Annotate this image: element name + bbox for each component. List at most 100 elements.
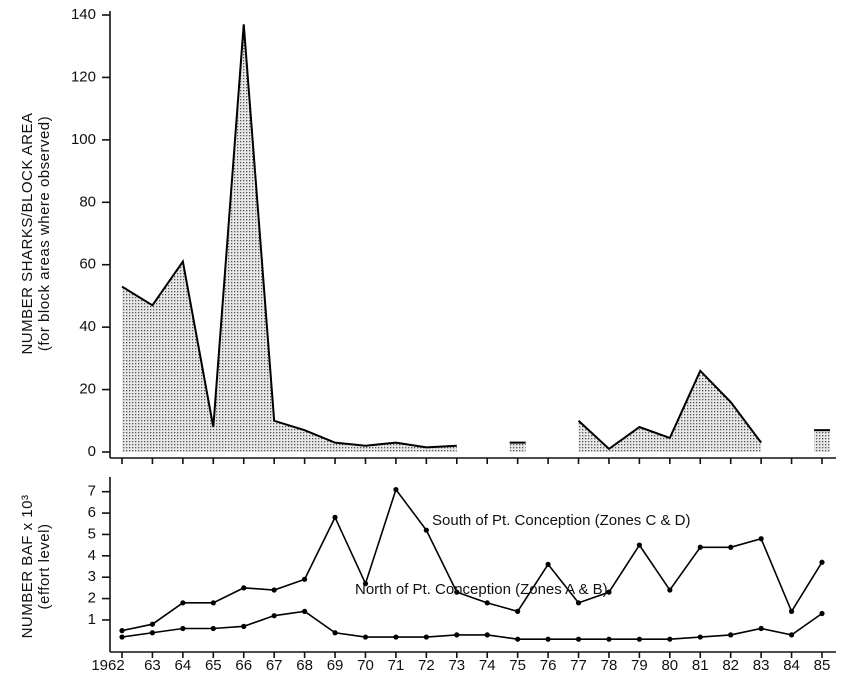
marker <box>515 636 521 642</box>
marker <box>302 576 308 582</box>
y-axis-label: (effort level) <box>36 524 53 610</box>
y-tick-label: 80 <box>79 193 96 210</box>
x-tick-label: 63 <box>144 657 161 674</box>
marker <box>515 608 521 614</box>
marker <box>180 600 186 606</box>
marker <box>423 527 429 533</box>
marker <box>697 544 703 550</box>
x-tick-label: 74 <box>479 657 496 674</box>
marker <box>149 630 156 636</box>
line <box>121 24 457 449</box>
x-tick-label: 83 <box>753 657 770 674</box>
marker <box>545 561 551 567</box>
x-tick-label: 64 <box>175 657 192 674</box>
marker <box>575 636 582 642</box>
marker <box>636 542 642 548</box>
area <box>578 370 762 452</box>
x-tick-label: 65 <box>205 657 222 674</box>
marker <box>454 632 460 638</box>
x-tick-label: 81 <box>692 657 709 674</box>
marker <box>210 625 216 632</box>
x-tick-label: 73 <box>448 657 465 674</box>
x-tick-label: 78 <box>601 657 618 674</box>
marker <box>484 632 490 638</box>
y-axis-label: NUMBER BAF x 10³ <box>19 495 36 639</box>
x-tick-label: 72 <box>418 657 435 674</box>
marker <box>149 621 156 627</box>
marker <box>606 589 612 595</box>
x-tick-label: 1962 <box>91 657 124 674</box>
marker <box>728 632 734 638</box>
marker <box>788 632 795 638</box>
x-tick-label: 77 <box>570 657 587 674</box>
y-tick-label: 1 <box>88 611 96 628</box>
marker <box>728 544 734 550</box>
x-tick-label: 80 <box>661 657 678 674</box>
x-tick-label: 76 <box>540 657 557 674</box>
marker <box>575 600 582 606</box>
marker <box>758 536 764 542</box>
marker <box>606 636 612 642</box>
marker <box>241 623 247 629</box>
marker <box>423 634 429 640</box>
line <box>121 487 823 632</box>
x-tick-label: 71 <box>388 657 405 674</box>
marker <box>545 636 551 642</box>
marker <box>484 600 490 606</box>
x-tick-label: 75 <box>509 657 526 674</box>
x-tick-label: 68 <box>296 657 313 674</box>
series-label: South of Pt. Conception (Zones C & D) <box>432 512 690 529</box>
marker <box>697 634 703 640</box>
marker <box>636 636 642 642</box>
marker <box>119 628 125 634</box>
y-tick-label: 2 <box>88 590 96 607</box>
line <box>121 610 823 640</box>
x-tick-label: 69 <box>327 657 344 674</box>
marker <box>302 608 308 614</box>
marker <box>819 610 825 617</box>
y-tick-label: 60 <box>79 256 96 273</box>
y-axis-label: (for block areas where observed) <box>36 116 53 351</box>
marker <box>393 486 399 493</box>
area <box>814 430 830 452</box>
marker <box>362 581 369 587</box>
marker <box>332 630 338 636</box>
y-tick-label: 5 <box>88 525 96 542</box>
y-tick-label: 3 <box>88 568 96 585</box>
x-tick-label: 70 <box>357 657 374 674</box>
marker <box>667 587 673 593</box>
area <box>509 442 526 452</box>
y-tick-label: 7 <box>88 483 96 500</box>
y-tick-label: 6 <box>88 504 96 521</box>
x-tick-label: 82 <box>722 657 739 674</box>
y-tick-label: 4 <box>88 547 96 564</box>
y-axis-label: NUMBER SHARKS/BLOCK AREA <box>19 112 36 354</box>
marker <box>819 559 825 565</box>
marker <box>271 613 277 619</box>
x-tick-label: 85 <box>814 657 831 674</box>
y-tick-label: 40 <box>79 318 96 335</box>
top-panel: 0 20 40 60 80 100 120 140 NUMBER SHARKS/BLOCK AR… <box>19 6 836 464</box>
marker <box>210 600 216 606</box>
y-tick-label: 120 <box>71 68 96 85</box>
marker <box>119 634 125 640</box>
y-tick-label: 140 <box>71 6 96 23</box>
marker <box>271 587 277 593</box>
marker <box>180 625 186 632</box>
marker <box>332 514 338 520</box>
y-tick-label: 20 <box>79 381 96 398</box>
marker <box>667 636 673 642</box>
x-tick-label: 66 <box>235 657 252 674</box>
y-tick-label: 100 <box>71 131 96 148</box>
line <box>577 369 762 451</box>
marker <box>393 634 399 640</box>
area <box>122 24 457 452</box>
x-tick-label: 67 <box>266 657 283 674</box>
x-tick-label: 79 <box>631 657 648 674</box>
marker <box>241 585 247 591</box>
series-label: North of Pt. Conception (Zones A & B) <box>355 581 608 598</box>
x-tick-label: 84 <box>783 657 800 674</box>
marker <box>454 589 460 595</box>
